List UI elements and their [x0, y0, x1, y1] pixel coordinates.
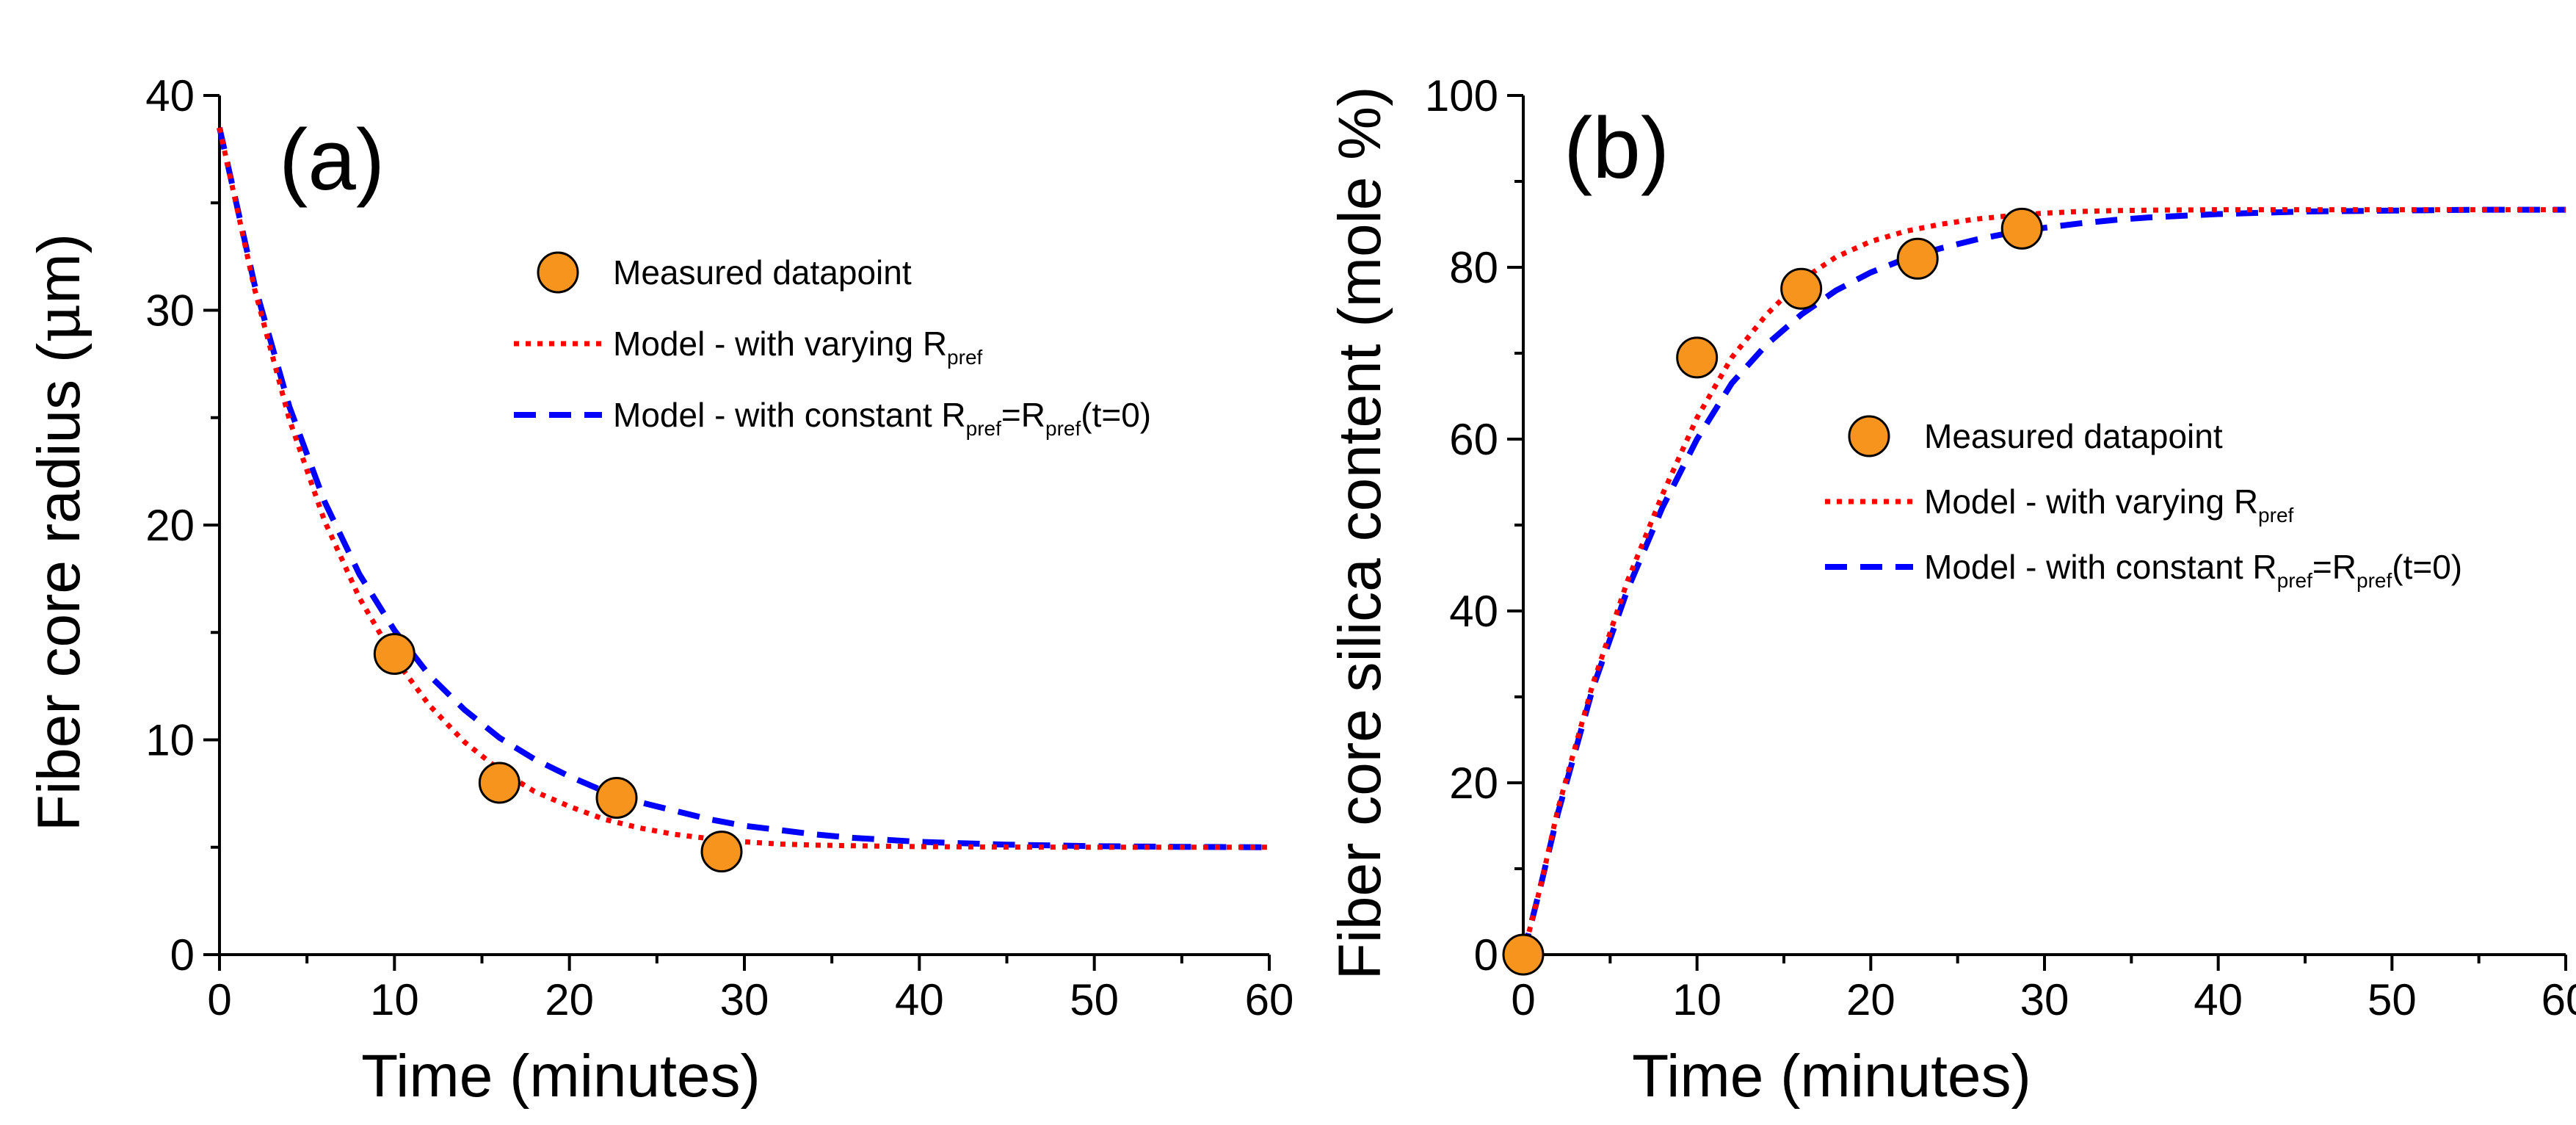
panel-b-data-point [1896, 237, 1939, 280]
panel-b-y-tick-label: 40 [1449, 587, 1498, 636]
panel-b-x-tick-label: 10 [1672, 975, 1721, 1024]
panel-b-axes: 0 10 20 30 40 50 60 0 20 40 60 80 100 [1425, 71, 2576, 1024]
panel-a-data-point [373, 633, 416, 675]
panel-b-label: (b) [1564, 100, 1669, 197]
panel-a-axes: 0 10 20 30 40 50 60 0 10 20 30 40 [145, 71, 1294, 1024]
panel-a-ylabel-prefix: Fiber core radius ( [26, 343, 92, 831]
panel-a-x-tick-label: 40 [895, 975, 944, 1024]
panel-b-data-point [1502, 933, 1545, 976]
panel-a-x-tick-label: 50 [1070, 975, 1119, 1024]
panel-b-x-tick-label: 50 [2368, 975, 2417, 1024]
panel-b-x-tick-label: 40 [2194, 975, 2243, 1024]
panel-a-legend-marker-points [537, 251, 579, 294]
panel-b-ylabel-prefix: Fiber core silica content (mole %) [1327, 87, 1393, 980]
panel-a-x-tick-label: 10 [370, 975, 419, 1024]
panel-b-legend-label: Model - with varying Rpref [1924, 482, 2294, 527]
panel-a-x-tick-label: 30 [720, 975, 769, 1024]
panel-b-ylabel: Fiber core silica content (mole %) [1327, 87, 1393, 980]
panel-b-xlabel: Time (minutes) [1632, 1043, 2031, 1110]
panel-a-series-constant-rpref [217, 127, 1270, 850]
panel-a-legend-label: Model - with constant Rpref=Rpref(t=0) [613, 396, 1151, 440]
panel-a-legend-label: Measured datapoint [613, 253, 912, 292]
panel-a-y-tick-label: 40 [145, 71, 195, 120]
panel-a-data-point [595, 776, 638, 819]
panel-a-ylabel-suffix: m) [26, 234, 92, 304]
panel-a-x-tick-label: 0 [207, 975, 231, 1024]
panel-b-legend-label: Measured datapoint [1924, 417, 2223, 455]
panel-b-chart: 0 10 20 30 40 50 60 0 20 40 60 80 100 (b) Time (minu… [1327, 71, 2576, 1110]
panel-a-chart: 0 10 20 30 40 50 60 0 10 20 30 40 (a) Time (minutes… [24, 71, 1294, 1110]
panel-b-series-varying-rpref [1520, 207, 2566, 955]
panel-a-y-tick-label: 30 [145, 286, 195, 336]
panel-a-ylabel: Fiber core radius (μm) [24, 234, 94, 831]
panel-a-label: (a) [279, 112, 385, 209]
panel-b-y-tick-label: 60 [1449, 415, 1498, 464]
panel-a-legend-label: Model - with varying Rpref [613, 325, 983, 369]
panel-b-legend-label: Model - with constant Rpref=Rpref(t=0) [1924, 548, 2462, 592]
panel-b-x-tick-label: 30 [2020, 975, 2069, 1024]
panel-b-y-tick-label: 100 [1425, 71, 1498, 120]
panel-b-x-tick-label: 0 [1511, 975, 1535, 1024]
panel-b-y-tick-label: 0 [1474, 930, 1498, 980]
panel-a-series-varying-rpref [217, 127, 1269, 850]
panel-b-y-tick-label: 20 [1449, 759, 1498, 808]
panel-b-x-tick-label: 20 [1846, 975, 1895, 1024]
panel-b-x-tick-label: 60 [2541, 975, 2576, 1024]
panel-a-x-tick-label: 60 [1245, 975, 1294, 1024]
panel-b-data-point [2000, 207, 2043, 250]
panel-b-data-point [1780, 267, 1823, 310]
panel-a-legend: Measured datapoint Model - with varying R… [514, 251, 1151, 440]
panel-b-legend: Measured datapoint Model - with varying R… [1825, 415, 2462, 592]
panel-a-ylabel-symbol: μ [24, 303, 94, 342]
panel-a-y-tick-label: 10 [145, 716, 195, 765]
panel-b-legend-marker-points [1848, 415, 1890, 457]
panel-b-data-point [1676, 336, 1719, 379]
panel-b-y-tick-label: 80 [1449, 243, 1498, 292]
panel-a-data-point [700, 831, 743, 873]
panel-a-y-tick-label: 20 [145, 501, 195, 550]
panel-a-data-point [478, 762, 520, 804]
panel-a-xlabel: Time (minutes) [361, 1043, 761, 1110]
panel-a-x-tick-label: 20 [545, 975, 594, 1024]
panel-a-y-tick-label: 0 [170, 930, 195, 980]
